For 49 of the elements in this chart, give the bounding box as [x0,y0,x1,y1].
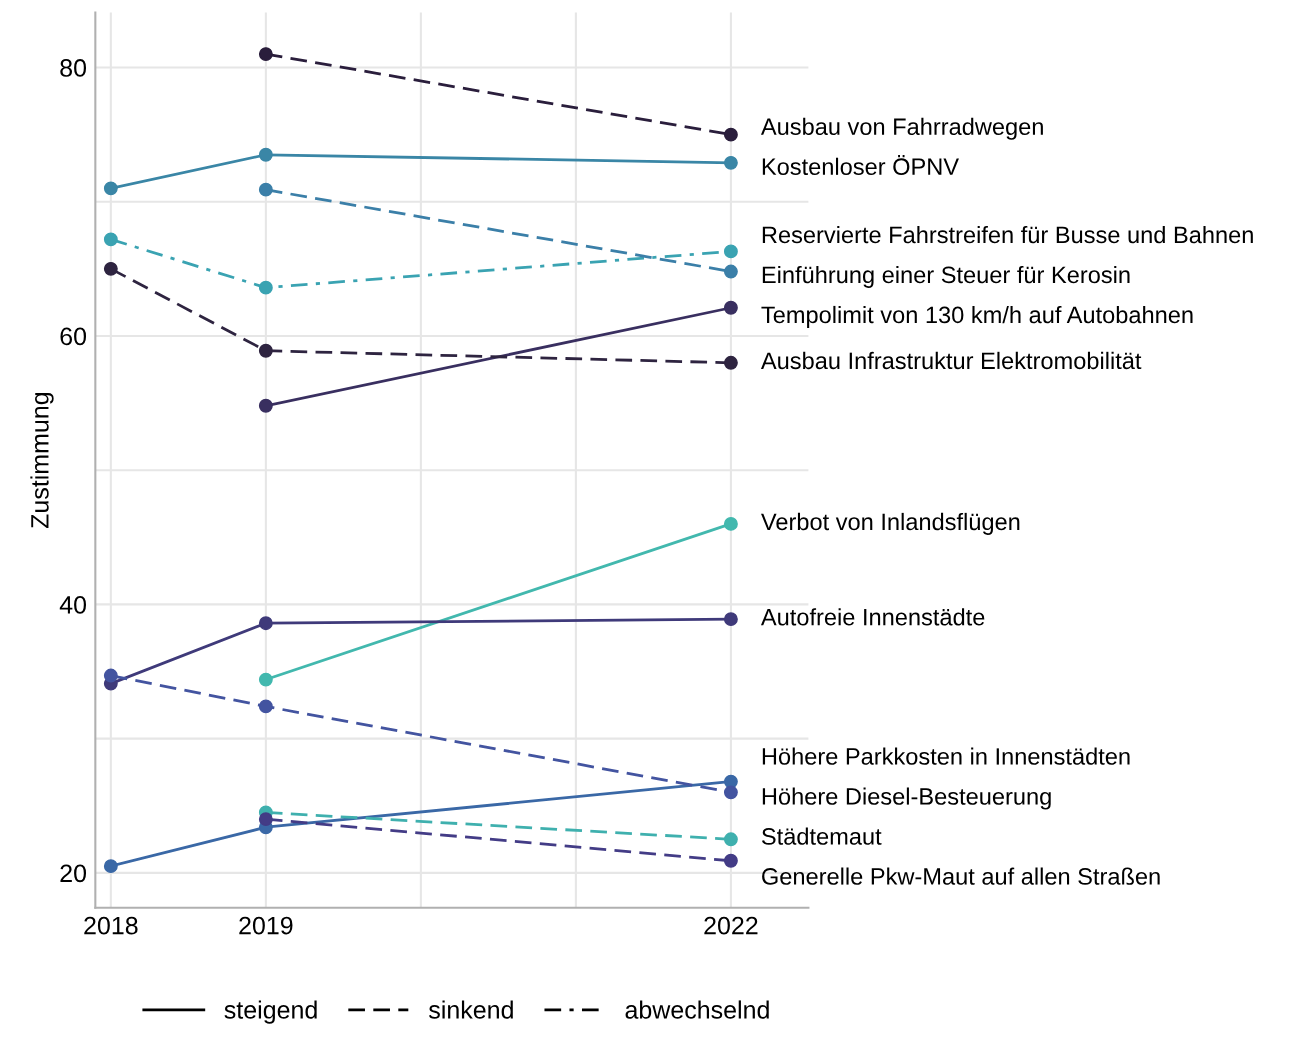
text: steigend [224,1000,317,1024]
point [103,261,118,276]
y-tick-label: 40 [59,596,87,614]
point [723,264,738,279]
point [103,859,118,874]
x-tick-label: 2022 [704,916,758,935]
y-tick-label: 20 [60,864,87,883]
point [723,516,738,531]
series-label: Kostenloser ÖPNV [762,155,959,176]
point [103,668,118,683]
point [258,147,273,162]
x-tick-label: 2018 [84,916,138,935]
text: sinkend [429,1000,513,1019]
y-tick-label: 60 [60,327,87,346]
point [258,699,273,714]
point [103,181,118,196]
point [723,612,738,627]
series-label: Ausbau Infrastruktur Elektromobilität [760,351,1142,370]
point [258,398,273,413]
point [723,155,738,170]
point [258,672,273,687]
point [723,785,738,800]
y-tick-label: 80 [60,59,87,77]
series-label: Autofreie Innenstädte [760,608,985,626]
series-label: Höhere Parkkosten in Innenstädten [762,747,1130,765]
point [723,244,738,259]
series-label: Höhere Diesel-Besteuerung [762,787,1051,810]
point [723,355,738,370]
x-tick-label: 2019 [239,916,293,935]
point [258,182,273,197]
point [258,343,273,358]
series-label: Verbot von Inlandsflügen [761,512,1020,535]
y-axis-title: Zustimmung [30,392,54,529]
point [258,280,273,295]
series-label: Tempolimit von 130 km/h auf Autobahnen [761,305,1193,328]
point [103,232,118,247]
series-label: Ausbau von Fahrradwegen [760,117,1043,140]
series-label: Städtemaut [761,827,882,845]
point [723,853,738,868]
point [258,616,273,631]
series-label: Reservierte Fahrstreifen für Busse und Bahnen [762,225,1253,244]
point [723,832,738,847]
series-label: Einführung einer Steuer für Kerosin [762,265,1130,288]
point [723,127,738,142]
text: abwechselnd [625,1000,769,1019]
point [258,47,273,62]
point [258,812,273,827]
series-label: Generelle Pkw-Maut auf allen Straßen [762,867,1160,885]
point [723,300,738,315]
